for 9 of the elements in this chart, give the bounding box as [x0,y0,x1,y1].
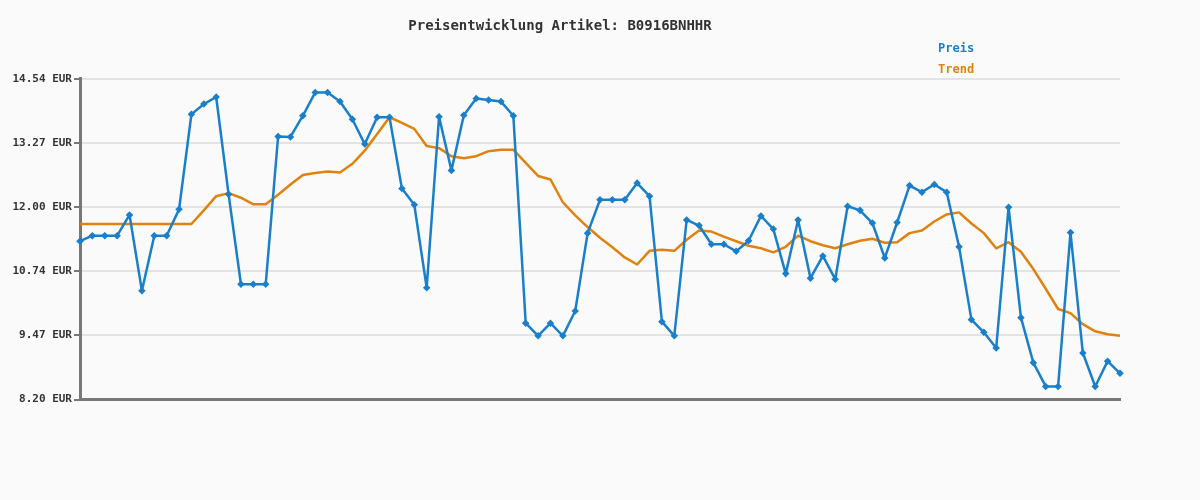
y-tick-label: 9.47 EUR [19,328,73,342]
y-tick-label: 8.20 EUR [19,392,73,406]
y-tick-label: 10.74 EUR [12,263,73,277]
text: Preis [938,40,975,57]
y-tick-label: 12.00 EUR [12,200,73,214]
chart-title: Preisentwicklung Artikel: B0916BNHHR [408,17,713,34]
y-tick-label: 13.27 EUR [12,135,73,149]
text: Trend [938,61,975,78]
y-tick-label: 14.54 EUR [12,71,73,85]
